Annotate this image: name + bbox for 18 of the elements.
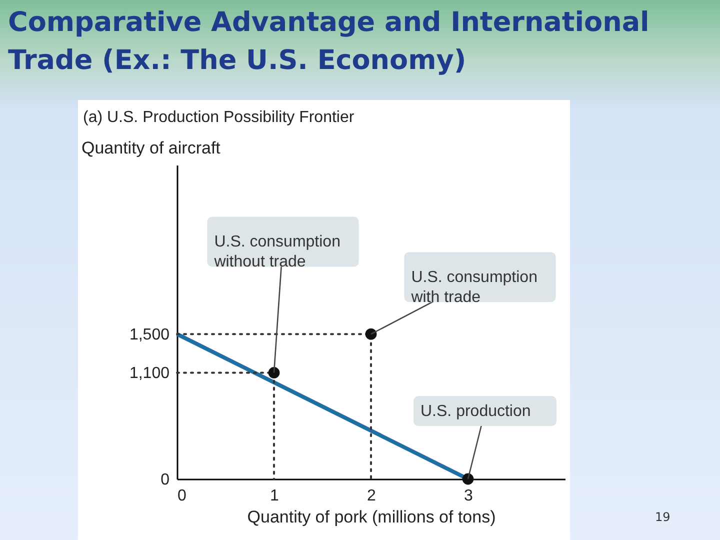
annotation: U.S. consumption with trade bbox=[410, 269, 538, 306]
chart-subtitle: (a) U.S. Production Possibility Frontier bbox=[83, 109, 355, 126]
x-tick-label: 1 bbox=[270, 488, 280, 504]
y-tick-label: 0 bbox=[160, 472, 170, 488]
annotation: U.S. production bbox=[420, 403, 531, 420]
y-tick-label: 1,100 bbox=[129, 365, 170, 382]
point bbox=[365, 328, 377, 340]
y-axis-title: Quantity of aircraft bbox=[82, 138, 221, 158]
chart-title: Comparative Advantage and International Trade (Ex.: The U.S. Economy) bbox=[8, 6, 650, 78]
point bbox=[268, 367, 280, 378]
y-tick-label: 1,500 bbox=[129, 326, 170, 344]
x-tick-label: 3 bbox=[464, 488, 474, 504]
annotation: U.S. consumption without trade bbox=[213, 234, 340, 271]
x-tick-label: 0 bbox=[178, 488, 186, 504]
text: 19 bbox=[655, 510, 670, 524]
x-tick-label: 2 bbox=[367, 488, 376, 504]
x-axis-title: Quantity of pork (millions of tons) bbox=[247, 508, 496, 526]
point bbox=[462, 473, 474, 485]
